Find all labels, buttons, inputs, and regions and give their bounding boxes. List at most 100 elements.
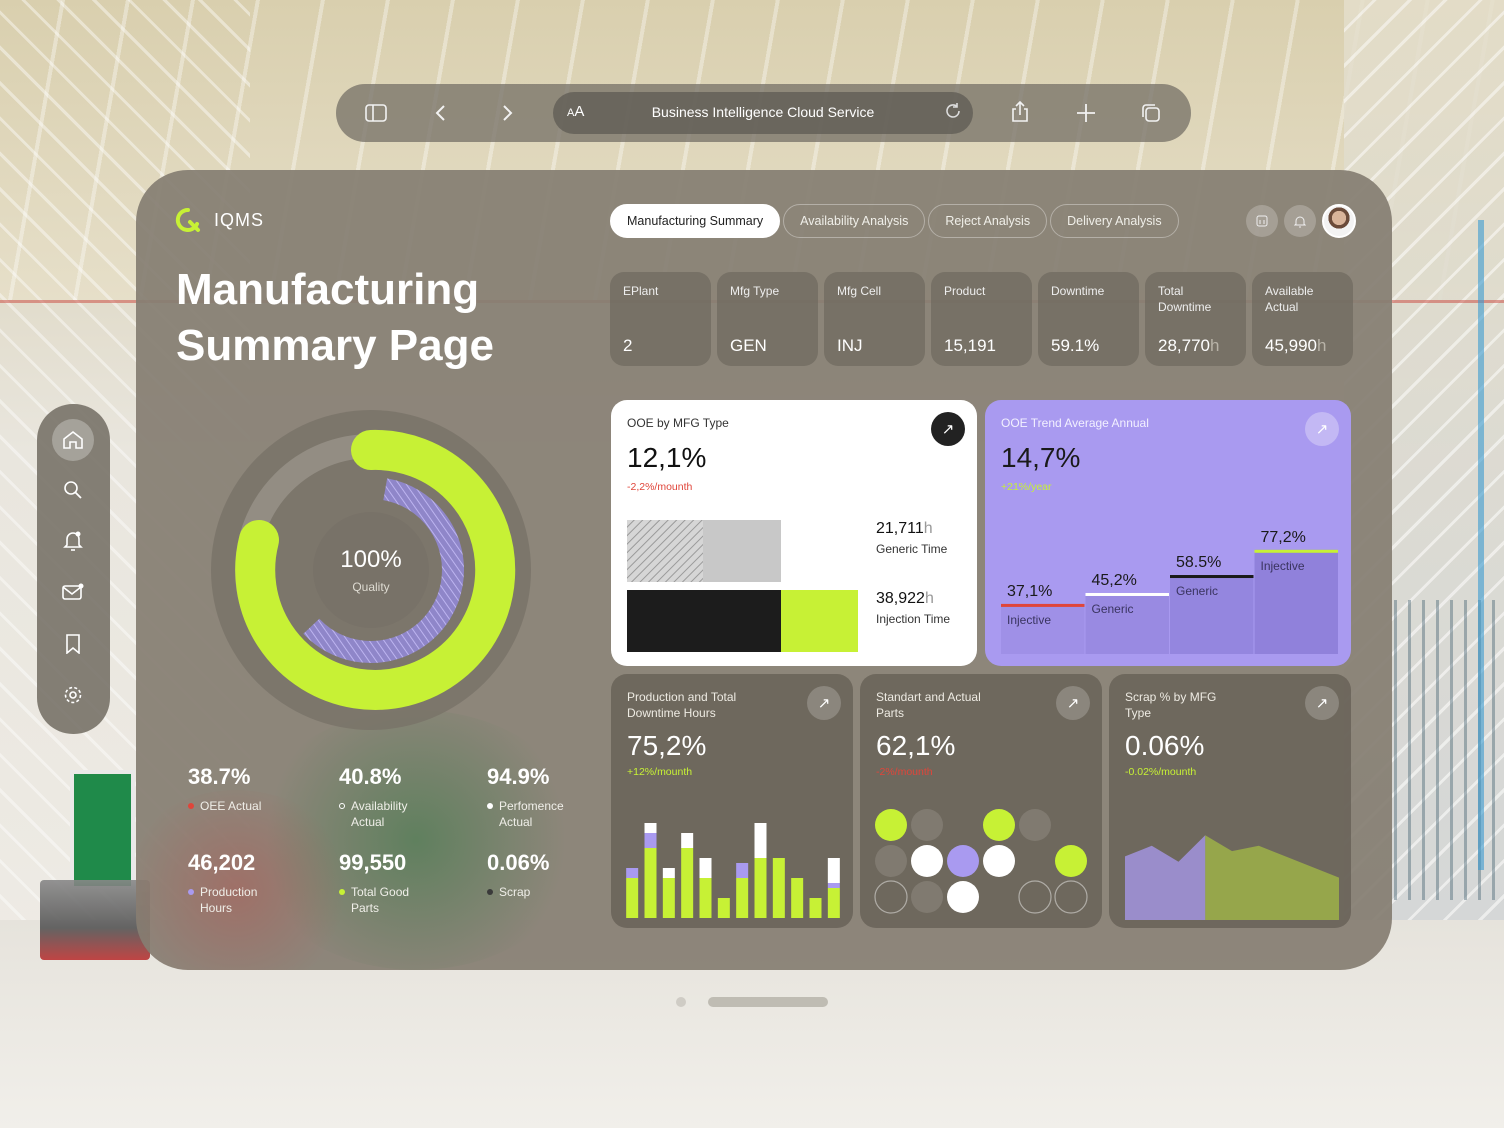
expand-arrow-icon[interactable]: ↗ [931,412,965,446]
expand-arrow-icon[interactable]: ↗ [1305,686,1339,720]
injection-time-stat: 38,922h Injection Time [876,590,951,626]
kpi-value: 2 [623,336,633,355]
window-grab-bar[interactable] [708,997,828,1007]
card-delta: -2%/mounth [876,766,933,778]
trend-step-line [1170,575,1254,579]
background-blur [246,710,586,970]
trend-step-line [1001,603,1085,607]
tab-delivery-analysis[interactable]: Delivery Analysis [1050,204,1179,238]
injection-time-bar-accent [781,590,858,652]
kpi-value: 15,191 [944,336,996,355]
trend-step-line [1085,592,1169,596]
parts-dot [1054,880,1088,914]
card-value: 12,1% [627,442,707,473]
production-bar-segment [791,878,804,918]
trend-step-value: 58.5% [1176,554,1221,571]
dashboard-window: IQMS Manufacturing Summary Page Manufact… [136,170,1392,970]
tab-availability-analysis[interactable]: Availability Analysis [783,204,926,238]
side-nav [37,404,110,734]
stat-value: 99,550 [339,850,407,875]
expand-arrow-icon[interactable]: ↗ [1056,686,1090,720]
production-bar-segment [809,898,822,918]
trend-step-label: Injective [1261,559,1305,573]
header-actions [1246,204,1356,238]
tabs-overview-icon[interactable] [1133,95,1169,131]
share-icon[interactable] [1002,94,1038,130]
back-icon[interactable] [422,95,458,131]
url-text: Business Intelligence Cloud Service [651,104,875,120]
notification-icon[interactable] [1284,205,1316,237]
generic-time-stat: 21,711h Generic Time [876,520,948,556]
card-delta: -0.02%/mounth [1125,766,1197,778]
kpi-value: 45,990h [1265,336,1327,355]
ooe-by-mfg-card[interactable]: OOE by MFG Type ↗ 12,1% -2,2%/mounth 21,… [611,400,977,666]
parts-dot [911,845,943,877]
bookmark-icon[interactable] [55,626,91,662]
trend-step-label: Generic [1092,602,1134,616]
address-bar[interactable]: AA Business Intelligence Cloud Service [553,92,973,134]
production-bar-segment [827,883,840,888]
card-delta: +12%/mounth [627,766,693,778]
status-dot [487,803,493,809]
mail-icon[interactable] [55,574,91,610]
logo-text: IQMS [214,209,265,230]
scrap-area-right [1205,835,1339,920]
home-icon[interactable] [52,419,94,461]
scrap-area-left [1125,835,1206,920]
parts-card[interactable]: Standart and Actual Parts ↗ 62,1% -2%/mo… [860,674,1102,928]
tab-manufacturing-summary[interactable]: Manufacturing Summary [610,204,781,238]
scrap-area-chart [1125,835,1339,920]
expand-arrow-icon[interactable]: ↗ [807,686,841,720]
parts-dot [875,845,907,877]
stat-value: 40.8% [339,764,402,789]
bell-icon[interactable] [55,523,91,559]
stat-label: Production Hours [200,885,258,915]
window-dot[interactable] [676,997,686,1007]
ooe-time-bars [627,520,858,652]
kpi-mfg-cell: Mfg Cell INJ [824,272,925,366]
card-delta: -2,2%/mounth [627,481,693,493]
settings-icon[interactable] [55,677,91,713]
production-bar-segment [699,858,712,878]
status-dot [339,889,345,895]
user-avatar[interactable] [1322,204,1356,238]
parts-dot [947,881,979,913]
production-bar-segment [754,823,767,858]
search-icon[interactable] [55,472,91,508]
app-logo[interactable]: IQMS [174,206,264,234]
trend-step-value: 45,2% [1092,572,1137,589]
background-rack [1394,600,1504,900]
kpi-label: Downtime [1051,284,1105,298]
production-bar-chart [626,823,840,918]
production-bar-segment [754,858,767,918]
forward-icon[interactable] [490,95,526,131]
status-dot [339,803,345,809]
sidebar-toggle-icon[interactable] [358,95,394,131]
stat-value: 38.7% [188,764,251,789]
trend-step-label: Generic [1176,584,1218,598]
kpi-downtime: Downtime 59.1% [1038,272,1139,366]
production-card[interactable]: Production and Total Downtime Hours ↗ 75… [611,674,853,928]
kpi-available-actual: Available Actual 45,990h [1252,272,1353,366]
status-dot [188,803,194,809]
card-value: 0.06% [1125,730,1205,761]
kpi-eplant: EPlant 2 [610,272,711,366]
parts-dot [983,845,1015,877]
tab-reject-analysis[interactable]: Reject Analysis [928,204,1048,238]
new-tab-icon[interactable] [1068,95,1104,131]
reload-icon[interactable] [943,101,963,126]
ooe-trend-card[interactable]: OOE Trend Average Annual ↗ 14,7% +21%/ye… [985,400,1351,666]
card-title: Production and Total Downtime Hours [627,690,737,720]
quality-donut: 100% Quality [201,400,541,740]
card-value: 14,7% [1001,442,1081,473]
text-size-button[interactable]: AA [567,103,585,120]
kpi-label: Product [944,284,986,298]
calendar-icon[interactable] [1246,205,1278,237]
kpi-label: Mfg Type [730,284,780,298]
background-door [70,770,135,890]
expand-arrow-icon[interactable]: ↗ [1305,412,1339,446]
stat-label: Availability Actual [351,799,408,829]
stat-total-good-parts: 99,550 Total Good Parts [339,850,479,916]
stat-label: Perfomence Actual [499,799,564,829]
scrap-card[interactable]: Scrap % by MFG Type ↗ 0.06% -0.02%/mount… [1109,674,1351,928]
